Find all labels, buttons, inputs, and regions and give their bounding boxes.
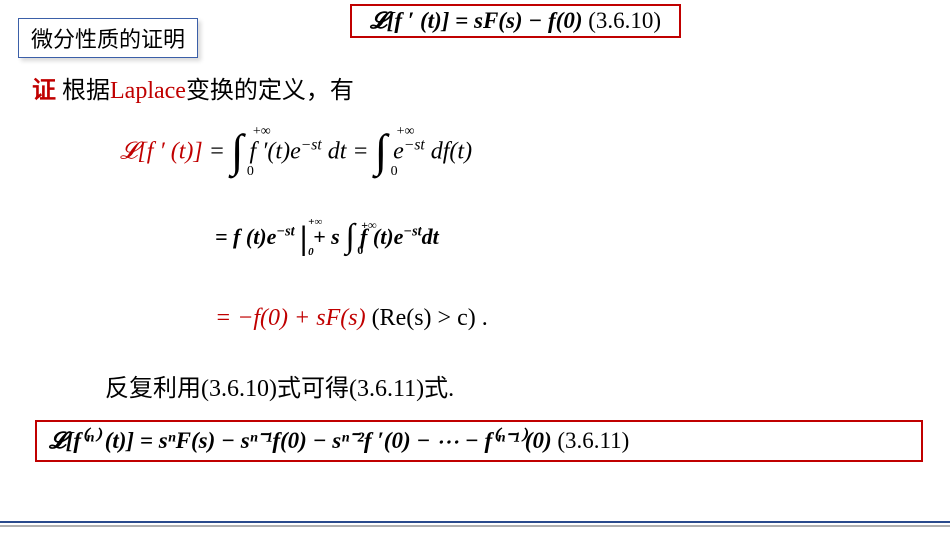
title-text: 微分性质的证明	[31, 27, 185, 52]
derivation-row-2: = f (t)e−st | +∞ 0 + s ∫ +∞ 0 f (t)e−std…	[215, 220, 439, 258]
row-b-exp: −st	[276, 224, 294, 240]
derivation-row-1: 𝓛[f ′ (t)] = ∫ +∞ 0 f ′(t)e−st dt = ∫ +∞…	[120, 130, 472, 176]
int2-tail: df(t)	[431, 139, 472, 165]
proof-opening-line: 证 根据Laplace变换的定义，有	[32, 70, 354, 105]
conclude-text: 反复利用(3.6.10)式可得(3.6.11)式.	[105, 376, 454, 402]
eval-lo: 0	[308, 246, 314, 258]
footer-line-grey	[0, 525, 950, 527]
int3-exp: −st	[403, 224, 421, 240]
int2-upper: +∞	[397, 124, 415, 140]
equation-box-3-6-10: 𝓛[f ′ (t)] = sF(s) − f(0) (3.6.10)	[350, 4, 681, 38]
eval-up: +∞	[308, 216, 322, 228]
conclude-line: 反复利用(3.6.10)式可得(3.6.11)式.	[105, 368, 454, 403]
int1-exp: −st	[301, 137, 322, 154]
eval-bar: | +∞ 0	[300, 220, 308, 258]
proof-word: 证	[32, 78, 56, 104]
footer-line-blue	[0, 521, 950, 523]
title-box: 微分性质的证明	[18, 18, 198, 58]
integral-2: ∫ +∞ 0	[375, 130, 388, 176]
int1-tail: dt =	[328, 139, 375, 165]
int2-body: e	[393, 139, 404, 165]
integral-1: ∫ +∞ 0	[231, 130, 244, 176]
row-b-eq: = f (t)e	[215, 224, 276, 249]
derivation-row-3: = −f(0) + sF(s) (Re(s) > c) .	[215, 305, 488, 332]
row-a-eq1: =	[209, 139, 231, 165]
laplace-word: Laplace	[110, 78, 186, 104]
eq-top-ref: (3.6.10)	[588, 8, 661, 33]
row-c-cond: (Re(s) > c) .	[372, 305, 488, 331]
eq-top-lhs: 𝓛[f ′ (t)]	[370, 8, 449, 33]
int1-upper: +∞	[253, 124, 271, 140]
int3-tail: dt	[422, 224, 439, 249]
equation-box-3-6-11: 𝓛[f⁽ⁿ⁾ (t)] = sⁿF(s) − sⁿ⁻¹f(0) − sⁿ⁻²f …	[35, 420, 923, 462]
int1-lower: 0	[247, 164, 254, 180]
integral-3: ∫ +∞ 0	[345, 222, 354, 256]
eq-bottom-ref: (3.6.11)	[557, 428, 629, 453]
int3-lower: 0	[357, 243, 363, 258]
proof-before: 根据	[62, 78, 110, 104]
int1-body: f ′(t)e	[250, 139, 301, 165]
eq-bottom-body: 𝓛[f⁽ⁿ⁾ (t)] = sⁿF(s) − sⁿ⁻¹f(0) − sⁿ⁻²f …	[49, 428, 552, 453]
row-c-main: = −f(0) + sF(s)	[215, 305, 366, 331]
row-a-lhs: 𝓛[f ′ (t)]	[120, 139, 203, 165]
proof-after: 变换的定义，有	[186, 78, 354, 104]
int2-lower: 0	[391, 164, 398, 180]
eq-top-rhs: = sF(s) − f(0)	[455, 8, 582, 33]
int3-upper: +∞	[361, 218, 376, 233]
